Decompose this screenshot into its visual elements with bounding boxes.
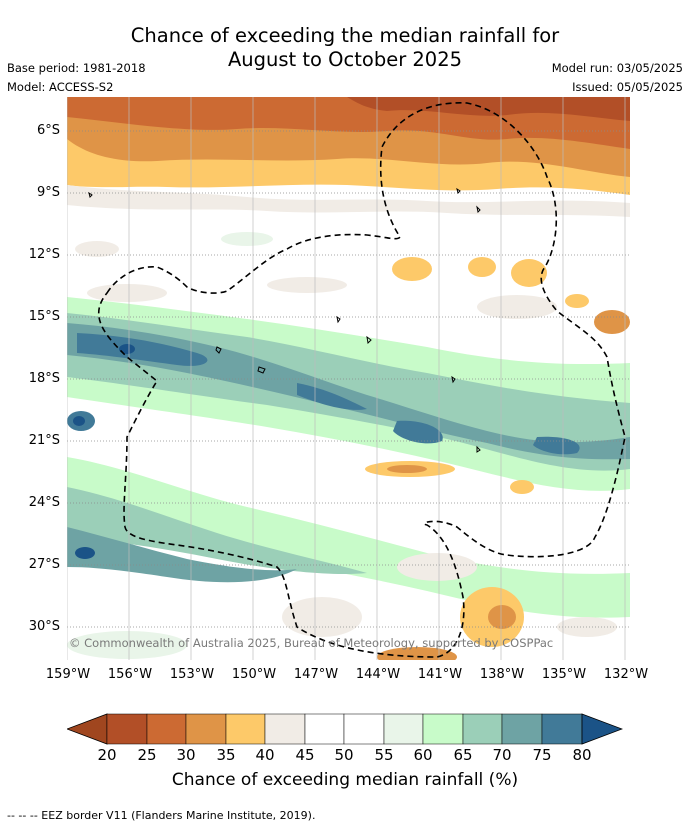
islands [88, 187, 481, 453]
colorbar-title: Chance of exceeding median rainfall (%) [171, 770, 519, 790]
issued-date: Issued: 05/05/2025 [572, 80, 683, 94]
title-line-1: Chance of exceeding the median rainfall … [130, 24, 560, 47]
colorbar-tick-25: 25 [137, 746, 157, 764]
colorbar-tick-75: 75 [532, 746, 552, 764]
lon-label-138w: 138°W [479, 667, 525, 682]
lat-label-15s: 15°S [28, 309, 60, 324]
colorbar-tick-55: 55 [374, 746, 394, 764]
lat-label-9s: 9°S [36, 185, 60, 200]
map-title: Chance of exceeding the median rainfall … [0, 24, 690, 72]
lat-label-6s: 6°S [36, 123, 60, 138]
lon-label-144w: 144°W [355, 667, 401, 682]
meta-right: Model run: 03/05/2025 Issued: 05/05/2025 [552, 59, 683, 97]
colorbar-min-arrow [67, 713, 108, 745]
colorbar-tick-50: 50 [334, 746, 354, 764]
map-canvas [67, 97, 630, 660]
rainfall-map: © Commonwealth of Australia 2025, Bureau… [67, 97, 630, 660]
model-name: Model: ACCESS-S2 [7, 80, 114, 94]
lon-label-156w: 156°W [107, 667, 153, 682]
lon-label-159w: 159°W [45, 667, 91, 682]
title-line-2: August to October 2025 [227, 48, 463, 71]
colorbar-tick-30: 30 [176, 746, 196, 764]
colorbar-tick-65: 65 [453, 746, 473, 764]
lat-label-12s: 12°S [28, 247, 60, 262]
colorbar [67, 713, 623, 745]
colorbar-tick-45: 45 [295, 746, 315, 764]
colorbar-max-arrow [581, 713, 623, 745]
lat-label-21s: 21°S [28, 433, 60, 448]
lon-label-150w: 150°W [231, 667, 277, 682]
copyright-notice: © Commonwealth of Australia 2025, Bureau… [69, 636, 554, 650]
eez-border [97, 102, 626, 658]
model-run: Model run: 03/05/2025 [551, 61, 683, 75]
colorbar-tick-20: 20 [97, 746, 117, 764]
lat-label-27s: 27°S [28, 557, 60, 572]
colorbar-tick-35: 35 [216, 746, 236, 764]
lon-label-147w: 147°W [293, 667, 339, 682]
lon-label-135w: 135°W [541, 667, 587, 682]
colorbar-tick-70: 70 [492, 746, 512, 764]
colorbar-tick-60: 60 [413, 746, 433, 764]
lon-label-141w: 141°W [417, 667, 463, 682]
meta-left: Base period: 1981-2018 Model: ACCESS-S2 [7, 59, 146, 97]
lat-label-18s: 18°S [28, 371, 60, 386]
lon-label-132w: 132°W [603, 667, 649, 682]
lon-label-153w: 153°W [169, 667, 215, 682]
lat-label-24s: 24°S [28, 495, 60, 510]
colorbar-tick-80: 80 [572, 746, 592, 764]
eez-legend-note: -- -- -- EEZ border V11 (Flanders Marine… [7, 809, 316, 822]
lat-label-30s: 30°S [28, 619, 60, 634]
colorbar-tick-40: 40 [255, 746, 275, 764]
map-grid [67, 97, 630, 660]
base-period: Base period: 1981-2018 [7, 61, 146, 75]
